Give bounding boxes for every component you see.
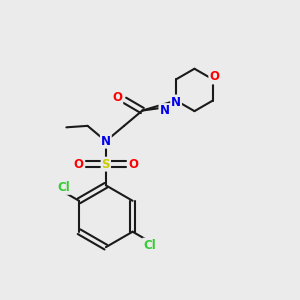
Text: O: O	[112, 91, 122, 104]
Text: N: N	[159, 104, 170, 117]
Text: Cl: Cl	[143, 238, 156, 252]
Text: N: N	[171, 95, 181, 109]
Text: O: O	[73, 158, 83, 171]
Text: N: N	[101, 135, 111, 148]
Text: O: O	[209, 70, 219, 83]
Text: O: O	[128, 158, 139, 171]
Text: S: S	[102, 158, 110, 171]
Text: Cl: Cl	[57, 181, 70, 194]
